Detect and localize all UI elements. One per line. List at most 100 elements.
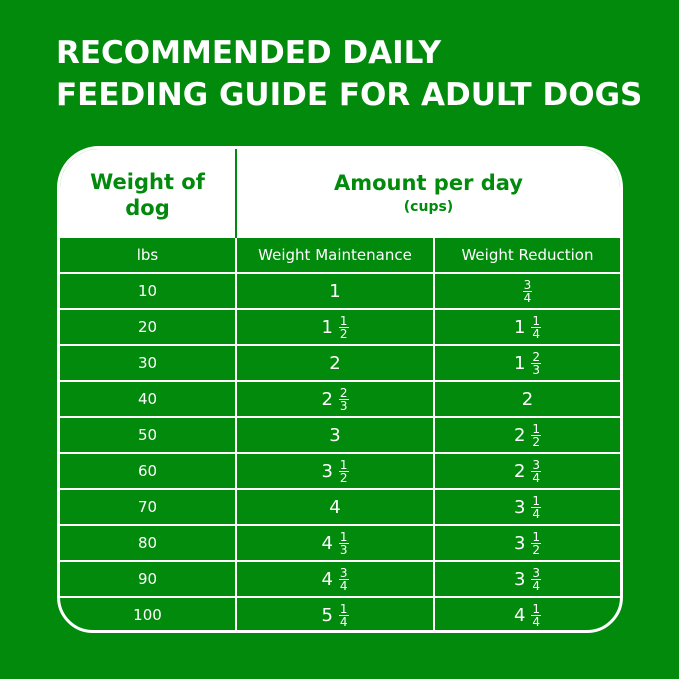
weight-cell: 60 bbox=[137, 462, 158, 480]
weight-cell: 40 bbox=[137, 390, 158, 408]
numerator: 2 bbox=[338, 385, 349, 400]
whole: 1 bbox=[321, 316, 333, 338]
weight-cell: 20 bbox=[137, 318, 158, 336]
whole: 2 bbox=[329, 352, 341, 374]
numerator: 1 bbox=[531, 529, 542, 544]
denominator: 3 bbox=[532, 362, 541, 377]
numerator: 3 bbox=[531, 457, 542, 472]
denominator: 2 bbox=[532, 434, 541, 449]
denominator: 2 bbox=[339, 326, 348, 341]
weight-cell: 90 bbox=[137, 570, 158, 588]
numerator: 1 bbox=[338, 313, 349, 328]
weight-cell: 80 bbox=[137, 534, 158, 552]
whole: 1 bbox=[513, 352, 526, 374]
weight-cell: 100 bbox=[133, 606, 162, 624]
whole: 2 bbox=[513, 424, 526, 446]
title-line-2: FEEDING GUIDE FOR ADULT DOGS bbox=[56, 77, 643, 113]
whole: 4 bbox=[321, 568, 333, 590]
whole: 4 bbox=[329, 496, 341, 518]
maintenance-cell: 3 bbox=[235, 418, 433, 452]
heading-line: Weight of bbox=[90, 170, 205, 194]
whole: 2 bbox=[321, 388, 333, 410]
reduction-cell: 2 bbox=[433, 382, 620, 416]
whole: 2 bbox=[513, 460, 526, 482]
whole: 1 bbox=[329, 280, 341, 302]
numerator: 1 bbox=[531, 313, 542, 328]
denominator: 4 bbox=[532, 506, 541, 521]
denominator: 3 bbox=[339, 398, 348, 413]
numerator: 1 bbox=[531, 493, 542, 508]
numerator: 3 bbox=[338, 565, 349, 580]
denominator: 3 bbox=[339, 542, 348, 557]
numerator: 1 bbox=[338, 601, 349, 616]
units-label: (cups) bbox=[403, 199, 454, 215]
amount-per-day-heading: Amount per day (cups) bbox=[237, 171, 620, 215]
table-header: Weight of dog Amount per day (cups) bbox=[60, 149, 620, 238]
numerator: 1 bbox=[338, 529, 349, 544]
page-title: RECOMMENDED DAILY FEEDING GUIDE FOR ADUL… bbox=[56, 32, 642, 116]
whole: 3 bbox=[321, 460, 333, 482]
whole: 3 bbox=[513, 532, 526, 554]
numerator: 3 bbox=[522, 277, 533, 292]
whole: 4 bbox=[321, 532, 333, 554]
denominator: 4 bbox=[532, 470, 541, 485]
amount-label: Amount per day bbox=[334, 171, 523, 195]
title-line-1: RECOMMENDED DAILY bbox=[56, 35, 442, 71]
denominator: 4 bbox=[532, 578, 541, 593]
weight-cell: 30 bbox=[137, 354, 158, 372]
denominator: 4 bbox=[339, 614, 348, 629]
denominator: 2 bbox=[532, 542, 541, 557]
whole: 1 bbox=[513, 316, 526, 338]
denominator: 4 bbox=[523, 290, 532, 305]
numerator: 1 bbox=[531, 601, 542, 616]
weight-cell: 50 bbox=[137, 426, 158, 444]
numerator: 2 bbox=[531, 349, 542, 364]
maintenance-cell: 1 bbox=[235, 274, 433, 308]
feeding-table: Weight of dog Amount per day (cups) lbs … bbox=[57, 146, 623, 633]
whole: 3 bbox=[513, 568, 526, 590]
whole: 5 bbox=[321, 604, 333, 626]
whole: 4 bbox=[513, 604, 526, 626]
heading-line: dog bbox=[125, 196, 170, 220]
maintenance-cell: 2 bbox=[235, 346, 433, 380]
column-headers: lbs Weight Maintenance Weight Reduction bbox=[60, 238, 620, 274]
weight-cell: 70 bbox=[137, 498, 158, 516]
numerator: 3 bbox=[531, 565, 542, 580]
maintenance-header: Weight Maintenance bbox=[235, 238, 433, 272]
reduction-header: Weight Reduction bbox=[433, 238, 620, 272]
